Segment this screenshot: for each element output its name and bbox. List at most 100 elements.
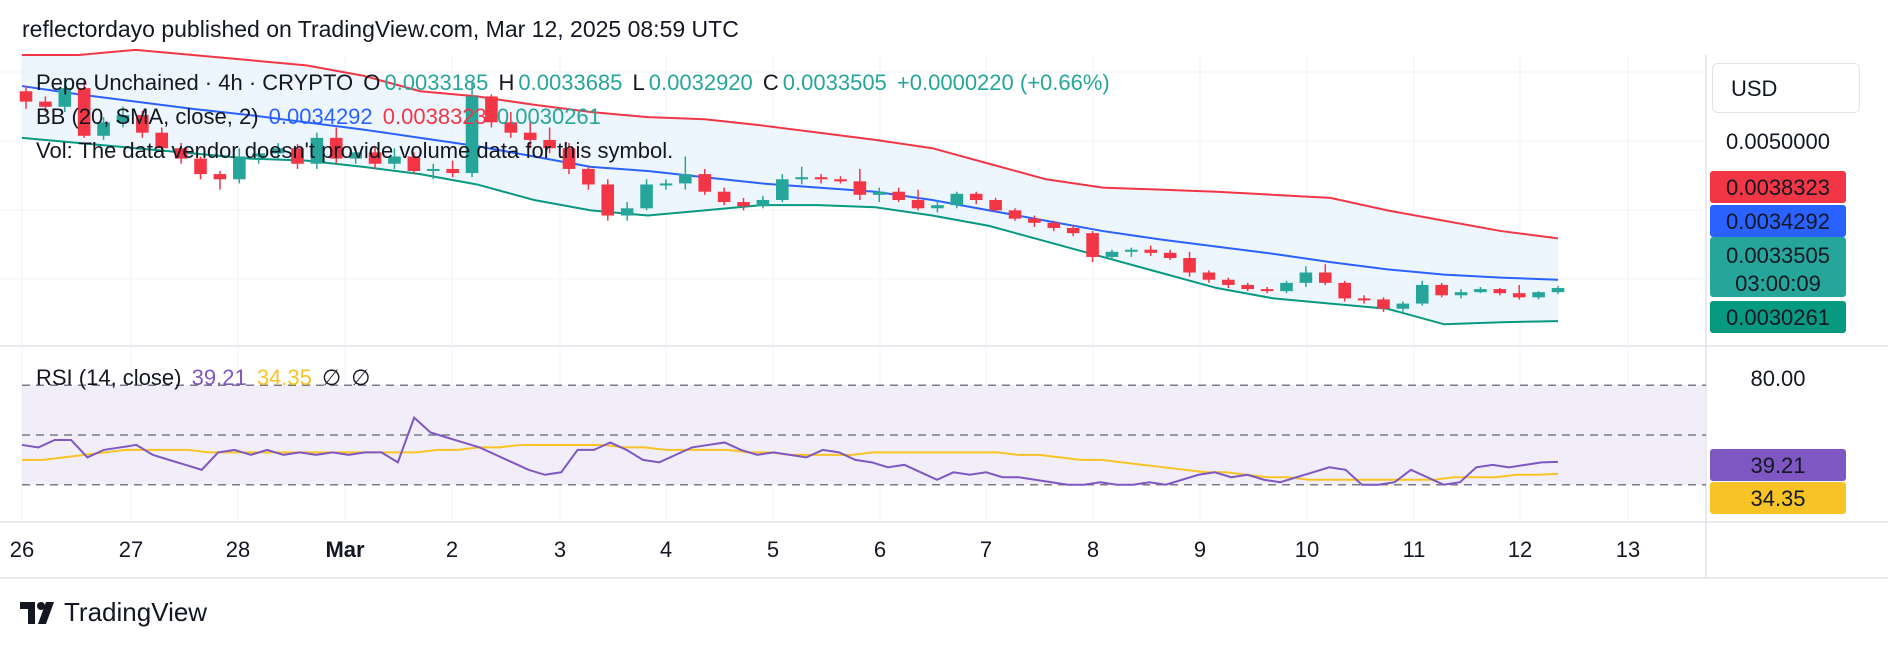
rsi-level-label: 80.00 [1750, 366, 1805, 391]
candle-body [194, 158, 207, 175]
candle-body [407, 156, 421, 171]
candle-body [58, 88, 72, 107]
candle-body [892, 191, 905, 200]
candle-body [1377, 299, 1390, 309]
candle-body [388, 156, 401, 164]
rsi-legend: RSI (14, close) 39.21 34.35 ∅ ∅ [36, 365, 374, 391]
x-axis-label: 28 [226, 537, 250, 562]
bb-basis-value: 0.0034292 [268, 104, 373, 129]
candle-body [776, 179, 789, 200]
candle-body [1008, 210, 1022, 219]
rsi-value-tag-bg [1710, 449, 1846, 481]
currency-button[interactable]: USD [1712, 63, 1860, 113]
close-price-tag: 0.0033505 [1726, 243, 1830, 268]
candle-body [465, 96, 479, 174]
candle-body [349, 152, 362, 159]
candle-body [1066, 227, 1080, 234]
candle-body [1415, 284, 1429, 304]
tradingview-logo-icon [20, 601, 54, 624]
rsi-value-tag: 39.21 [1750, 453, 1805, 478]
countdown-tag: 03:00:09 [1735, 271, 1821, 296]
candle-body [155, 132, 169, 149]
candle-body [582, 168, 595, 185]
candle-body [97, 122, 110, 136]
candle-body [543, 139, 556, 149]
candle-body [213, 174, 227, 180]
candle-body [1183, 258, 1196, 273]
candle-body [1241, 284, 1255, 290]
candle-body [446, 168, 459, 174]
candle-body [1047, 222, 1061, 228]
candle-body [252, 153, 266, 157]
bb-lower-value: 0.0030261 [496, 104, 601, 129]
rsi-line [21, 415, 1559, 486]
candle-body [717, 191, 731, 203]
candle-body [640, 184, 653, 209]
x-axis-label: 7 [980, 537, 992, 562]
bb-upper-price-tag: 0.0038323 [1726, 175, 1830, 200]
candle-body [174, 148, 188, 159]
candle-body [911, 200, 925, 209]
rsi-ma-value-tag: 34.35 [1750, 486, 1805, 511]
close-label: C [762, 70, 779, 95]
candle-body [1125, 249, 1138, 252]
candle-body [1086, 233, 1099, 257]
candle-body [19, 91, 33, 102]
candle-body [814, 177, 828, 180]
candle-body [1435, 284, 1448, 296]
candle-body [39, 101, 52, 107]
bb-upper-value: 0.0038323 [382, 104, 487, 129]
x-axis-label: 26 [10, 537, 34, 562]
candle-body [1493, 289, 1507, 294]
candle-body [1163, 252, 1177, 258]
candle-body [601, 184, 615, 216]
candle-body [271, 148, 285, 154]
candle-body [1338, 282, 1351, 299]
candle-body [1260, 289, 1274, 292]
candle-body [989, 200, 1002, 211]
open-label: O [363, 70, 381, 95]
low-label: L [632, 70, 645, 95]
candle-body [233, 156, 246, 180]
high-value: 0.0033685 [518, 70, 623, 95]
x-axis-label: 9 [1194, 537, 1206, 562]
candle-body [310, 137, 324, 164]
candle-body [485, 96, 498, 123]
x-axis-label: 6 [874, 537, 886, 562]
rsi-name[interactable]: RSI (14, close) [36, 365, 182, 390]
candle-body [368, 152, 382, 164]
x-axis-label: 10 [1295, 537, 1319, 562]
candle-body [834, 179, 847, 182]
close-price-tag-bg [1710, 237, 1846, 297]
candle-body [1532, 292, 1545, 298]
candle-body [737, 202, 750, 207]
rsi-value: 39.21 [191, 365, 247, 390]
bb-name[interactable]: BB (20, SMA, close, 2) [36, 104, 259, 129]
tradingview-logo[interactable]: TradingView [20, 597, 207, 628]
volume-legend: Vol: The data vendor doesn't provide vol… [36, 138, 674, 163]
symbol-legend: Pepe Unchained · 4h · CRYPTO O 0.0033185 … [36, 70, 1114, 96]
bb-legend: BB (20, SMA, close, 2) 0.0034292 0.00383… [36, 104, 605, 130]
candle-body [523, 132, 537, 140]
x-axis-label: 4 [660, 537, 672, 562]
candle-body [1105, 251, 1119, 257]
candle-body [562, 148, 576, 169]
bb-basis-price-tag: 0.0034292 [1726, 209, 1830, 234]
candle-body [116, 115, 130, 123]
candle-body [504, 122, 518, 133]
candle-body [853, 181, 867, 195]
bb-lower-price-tag-bg [1710, 301, 1846, 333]
candle-body [756, 200, 770, 207]
x-axis-label: 2 [446, 537, 458, 562]
candle-body [795, 177, 808, 180]
candle-body [77, 88, 91, 136]
x-axis-label: 8 [1087, 537, 1099, 562]
candle-body [1299, 272, 1313, 283]
candle-body [1454, 292, 1468, 296]
candle-body [1357, 298, 1371, 301]
x-axis-label: 5 [767, 537, 779, 562]
symbol-name[interactable]: Pepe Unchained · 4h · CRYPTO [36, 70, 354, 95]
candle-body [969, 193, 983, 200]
rsi-ma-value-tag-bg [1710, 482, 1846, 514]
